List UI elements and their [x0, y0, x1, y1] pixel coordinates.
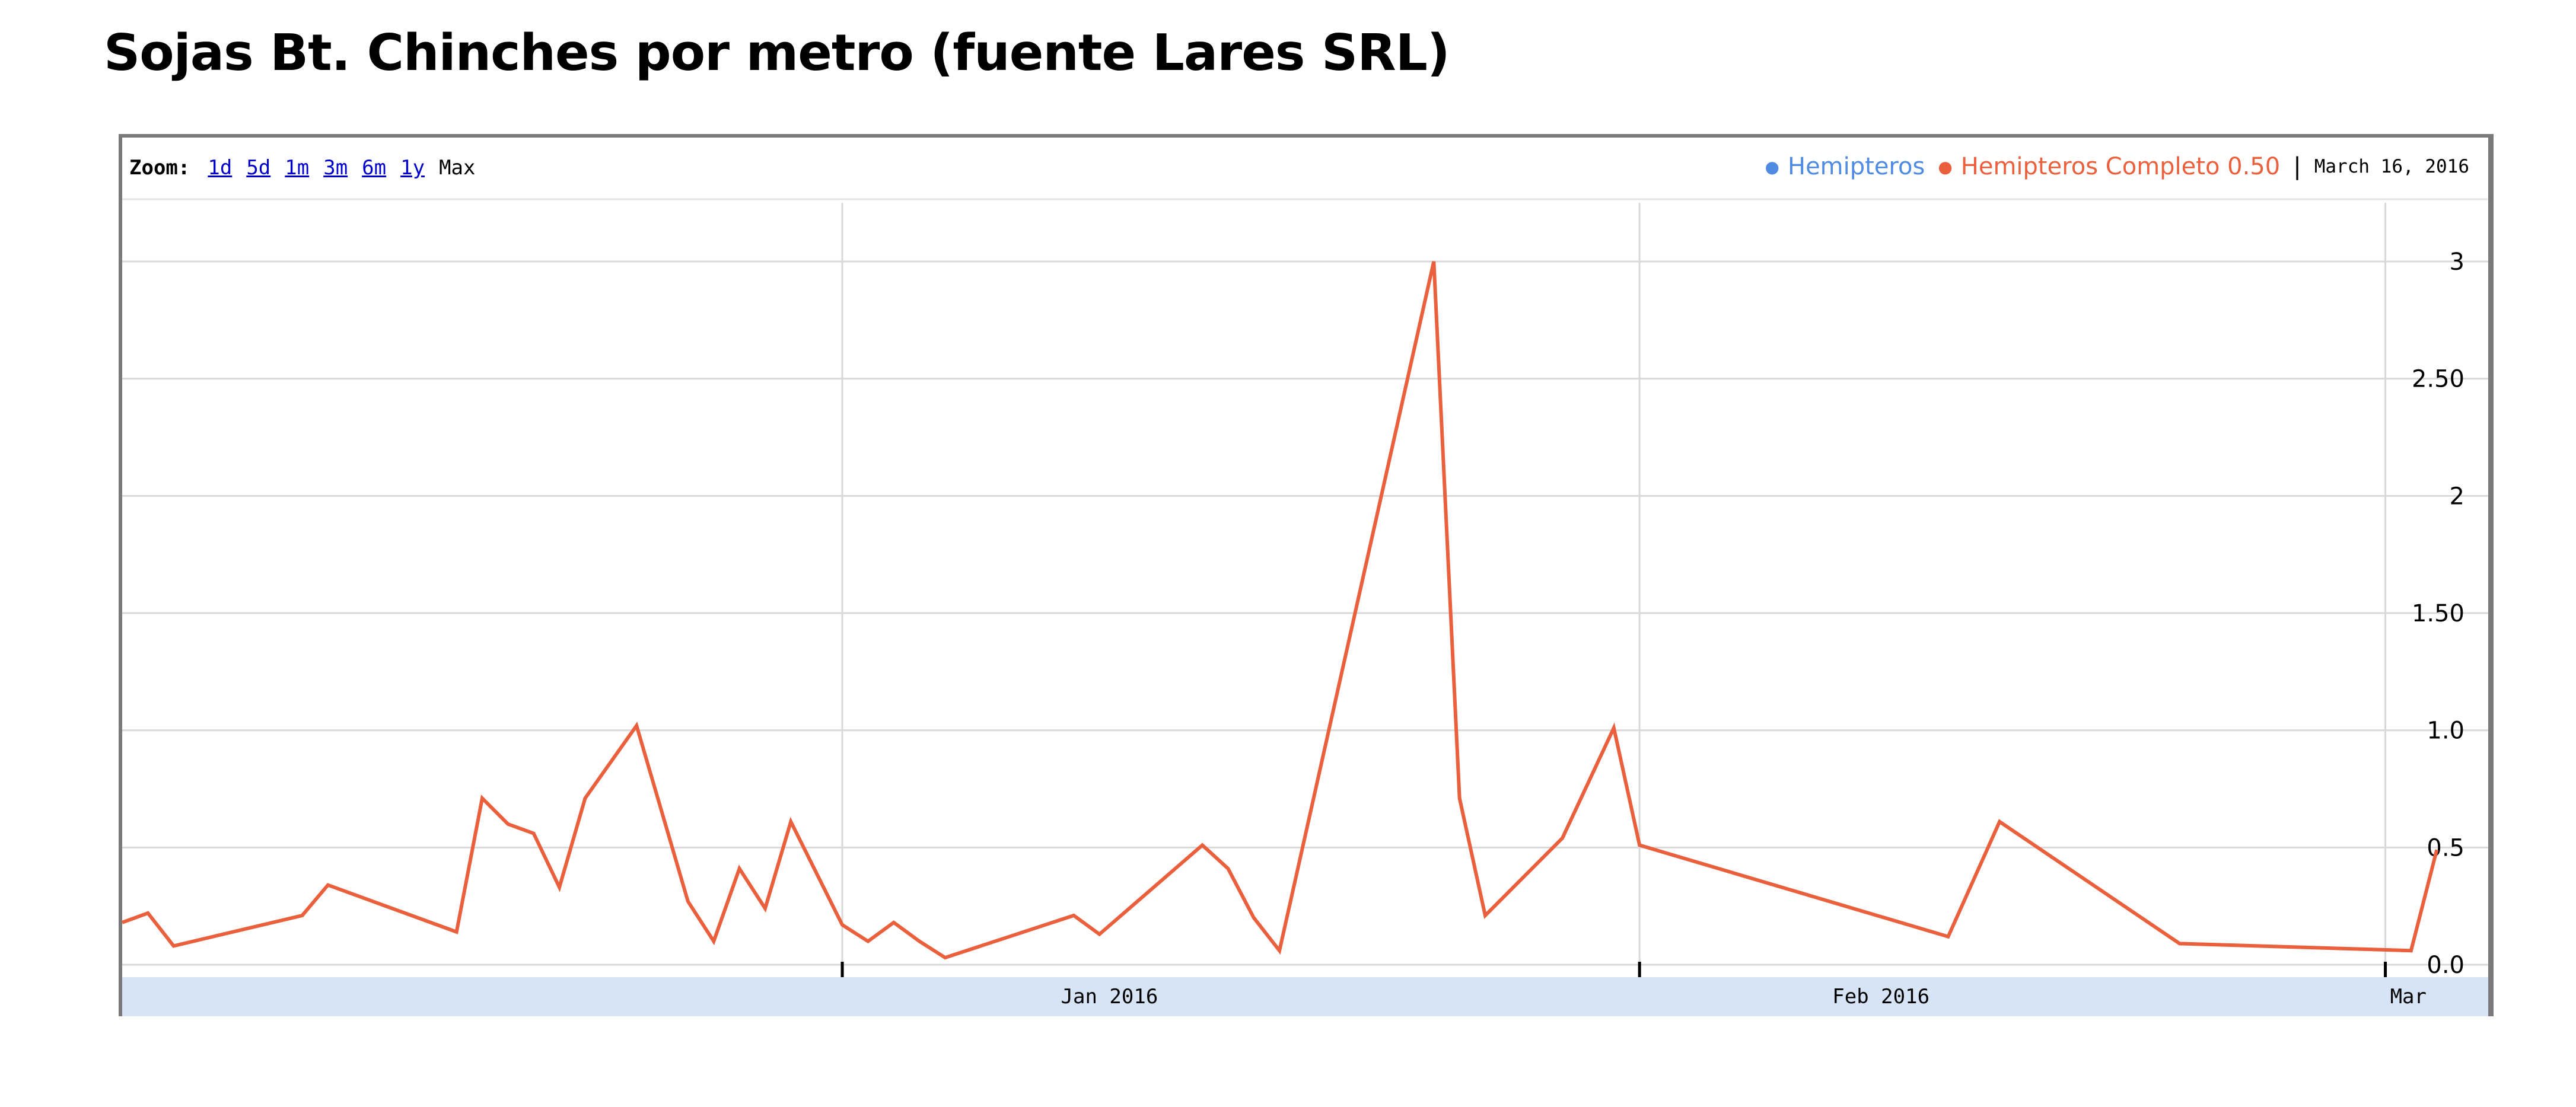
x-tick-label: Feb 2016 — [1832, 985, 1929, 1009]
legend-date: March 16, 2016 — [2314, 156, 2469, 177]
legend-dot-icon: ● — [1765, 157, 1779, 177]
zoom-5d-button[interactable]: 5d — [246, 156, 271, 180]
legend-dot-icon: ● — [1938, 157, 1953, 177]
zoom-1m-button[interactable]: 1m — [285, 156, 310, 180]
series-line-hemipteros-completo — [121, 261, 2439, 960]
y-tick-label: 1.50 — [2412, 600, 2464, 627]
x-tick-label: Mar — [2390, 985, 2427, 1009]
y-tick-label: 1.0 — [2427, 717, 2464, 745]
legend-item-hemipteros-completo[interactable]: ● Hemipteros Completo 0.50 — [1938, 153, 2280, 180]
y-tick-label: 0.5 — [2427, 834, 2464, 862]
y-axis: 0.0 0.5 1.0 1.50 2 2.50 3 — [2412, 248, 2464, 979]
zoom-bar: Zoom: 1d 5d 1m 3m 6m 1y Max — [129, 153, 476, 183]
series-layer — [121, 261, 2439, 960]
legend-separator: | — [2293, 153, 2301, 180]
zoom-1y-button[interactable]: 1y — [400, 156, 425, 180]
zoom-6m-button[interactable]: 6m — [362, 156, 387, 180]
page-title: Sojas Bt. Chinches por metro (fuente Lar… — [104, 24, 1450, 82]
zoom-label: Zoom: — [129, 156, 190, 180]
legend-item-hemipteros[interactable]: ● Hemipteros — [1765, 153, 1925, 180]
zoom-1d-button[interactable]: 1d — [208, 156, 233, 180]
y-tick-label: 0.0 — [2427, 952, 2464, 979]
x-axis: Jan 2016 Feb 2016 Mar — [840, 962, 2427, 1009]
x-axis-band — [122, 977, 2488, 1016]
legend-label: Hemipteros Completo 0.50 — [1960, 153, 2281, 180]
legend: ● Hemipteros ● Hemipteros Completo 0.50 … — [1765, 151, 2469, 183]
grid-layer — [122, 198, 2488, 977]
zoom-3m-button[interactable]: 3m — [323, 156, 348, 180]
chart-frame — [119, 134, 2494, 1016]
x-tick-label: Jan 2016 — [1061, 985, 1158, 1009]
y-tick-label: 2.50 — [2412, 366, 2464, 393]
y-tick-label: 3 — [2450, 248, 2464, 276]
y-tick-label: 2 — [2450, 483, 2464, 510]
zoom-max-button[interactable]: Max — [439, 156, 476, 180]
legend-label: Hemipteros — [1787, 153, 1925, 180]
